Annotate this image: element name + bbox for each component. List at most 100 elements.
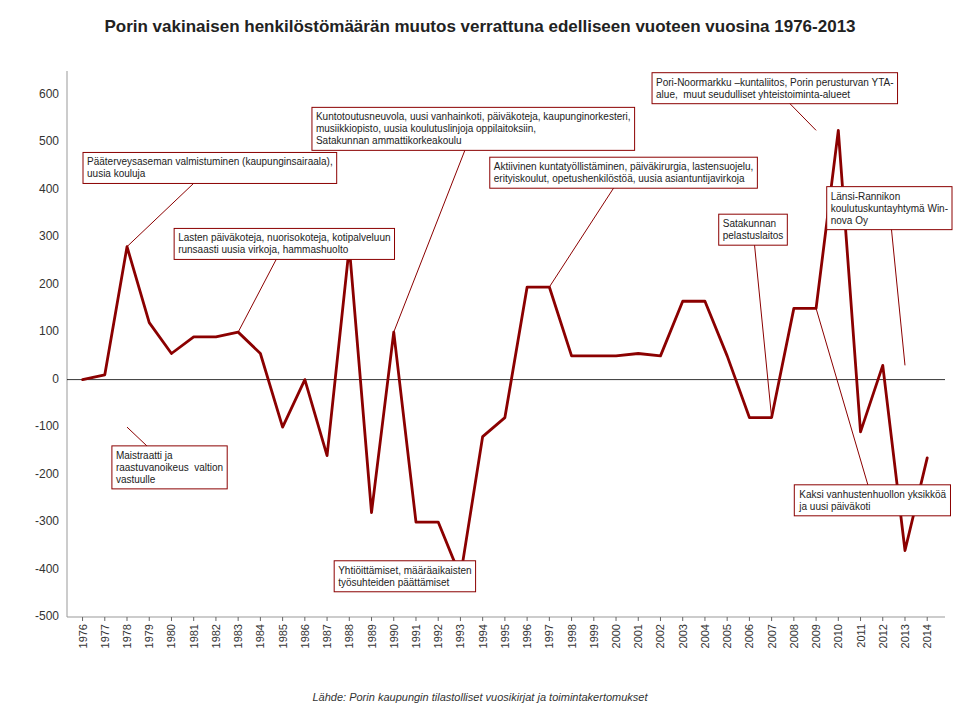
x-tick-label: 2009 bbox=[810, 624, 822, 648]
x-tick-label: 2006 bbox=[743, 624, 755, 648]
x-tick bbox=[593, 617, 594, 621]
annotation: Lasten päiväkoteja, nuorisokoteja, kotip… bbox=[174, 228, 394, 259]
x-tick bbox=[415, 617, 416, 621]
x-tick-label: 1976 bbox=[77, 624, 89, 648]
annotation-line: Satakunnan ammattikorkeakoulu bbox=[316, 135, 462, 146]
x-tick-label: 2013 bbox=[899, 624, 911, 648]
x-tick-label: 2002 bbox=[654, 624, 666, 648]
annotation-text: Kuntotoutusneuvola, uusi vanhainkoti, pä… bbox=[316, 111, 631, 146]
x-tick bbox=[104, 617, 105, 621]
x-tick-label: 2007 bbox=[766, 624, 778, 648]
annotation-text: Pääterveysaseman valmistuminen (kaupungi… bbox=[87, 156, 333, 179]
annotation: Kuntotoutusneuvola, uusi vanhainkoti, pä… bbox=[312, 107, 635, 150]
annotation-box bbox=[334, 561, 475, 592]
annotation-arrow bbox=[394, 129, 474, 332]
x-tick-label: 2014 bbox=[921, 624, 933, 648]
x-tick bbox=[215, 617, 216, 621]
annotation-arrow bbox=[549, 173, 623, 287]
y-tick-label: 100 bbox=[39, 324, 59, 338]
annotation-line: vastuulle bbox=[116, 474, 156, 485]
x-tick-label: 1990 bbox=[388, 624, 400, 648]
annotation-arrow bbox=[889, 208, 905, 365]
zero-line bbox=[67, 379, 945, 380]
annotation-line: Lasten päiväkoteja, nuorisokoteja, kotip… bbox=[178, 232, 390, 243]
x-tick-label: 1993 bbox=[454, 624, 466, 648]
x-tick bbox=[460, 617, 461, 621]
x-tick-label: 1982 bbox=[210, 624, 222, 648]
x-tick bbox=[793, 617, 794, 621]
x-tick bbox=[327, 617, 328, 621]
x-tick-label: 1999 bbox=[588, 624, 600, 648]
x-tick-label: 1991 bbox=[410, 624, 422, 648]
x-tick-label: 1985 bbox=[277, 624, 289, 648]
annotation-line: Pääterveysaseman valmistuminen (kaupungi… bbox=[87, 156, 333, 167]
annotations: Pääterveysaseman valmistuminen (kaupungi… bbox=[83, 73, 952, 592]
x-tick-label: 1979 bbox=[143, 624, 155, 648]
annotation-text: Yhtiöittämiset, määräaikaistentyösuhteid… bbox=[338, 565, 471, 588]
x-tick bbox=[238, 617, 239, 621]
x-tick-label: 1992 bbox=[432, 624, 444, 648]
y-tick-label: -100 bbox=[35, 419, 59, 433]
x-tick bbox=[616, 617, 617, 621]
x-tick bbox=[260, 617, 261, 621]
x-tick bbox=[282, 617, 283, 621]
x-tick-label: 1996 bbox=[521, 624, 533, 648]
x-tick bbox=[82, 617, 83, 621]
source: Lähde: Porin kaupungin tilastolliset vuo… bbox=[312, 691, 648, 703]
x-tick bbox=[127, 617, 128, 621]
x-tick-label: 2011 bbox=[855, 624, 867, 648]
annotation-box bbox=[827, 187, 952, 230]
annotation-text: Maistraatti jaraastuvanoikeus valtionvas… bbox=[116, 450, 223, 485]
annotation-line: Länsi-Rannikon bbox=[831, 191, 901, 202]
annotation-box bbox=[719, 214, 788, 245]
x-tick-label: 1977 bbox=[99, 624, 111, 648]
x-tick bbox=[527, 617, 528, 621]
y-tick-label: 300 bbox=[39, 229, 59, 243]
x-tick bbox=[727, 617, 728, 621]
x-tick bbox=[682, 617, 683, 621]
x-tick bbox=[304, 617, 305, 621]
x-tick bbox=[349, 617, 350, 621]
annotation-line: ja uusi päiväkoti bbox=[798, 501, 870, 512]
x-tick bbox=[149, 617, 150, 621]
x-tick-label: 1984 bbox=[254, 624, 266, 648]
annotation-line: alue, muut seudulliset yhteistoiminta-al… bbox=[656, 89, 850, 100]
x-tick bbox=[482, 617, 483, 621]
annotation: Kaksi vanhustenhuollon yksikköäja uusi p… bbox=[794, 485, 950, 516]
x-tick bbox=[549, 617, 550, 621]
x-tick-label: 1998 bbox=[566, 624, 578, 648]
x-tick-label: 1986 bbox=[299, 624, 311, 648]
x-tick bbox=[171, 617, 172, 621]
annotation-line: raastuvanoikeus valtion bbox=[116, 462, 223, 473]
annotation-line: musiikkiopisto, uusia koulutuslinjoja op… bbox=[316, 123, 536, 134]
annotation-line: Satakunnan bbox=[723, 218, 776, 229]
annotation-line: Pori-Noormarkku –kuntaliitos, Porin peru… bbox=[656, 77, 894, 88]
x-tick bbox=[393, 617, 394, 621]
x-tick-label: 1994 bbox=[477, 624, 489, 648]
y-axis-line bbox=[67, 71, 68, 617]
annotation-line: Aktiivinen kuntatyöllistäminen, päiväkir… bbox=[494, 161, 754, 172]
y-tick-label: 500 bbox=[39, 134, 59, 148]
annotation-box bbox=[794, 485, 950, 516]
annotation-box bbox=[174, 228, 394, 259]
x-tick-label: 2008 bbox=[788, 624, 800, 648]
x-tick-label: 1989 bbox=[366, 624, 378, 648]
title: Porin vakinaisen henkilöstömäärän muutos… bbox=[104, 17, 855, 36]
annotation: Aktiivinen kuntatyöllistäminen, päiväkir… bbox=[490, 157, 758, 188]
annotation: Länsi-Rannikonkoulutuskuntayhtymä Win-no… bbox=[827, 187, 952, 230]
x-tick bbox=[504, 617, 505, 621]
x-tick bbox=[816, 617, 817, 621]
annotation-line: Kuntotoutusneuvola, uusi vanhainkoti, pä… bbox=[316, 111, 631, 122]
y-tick-label: 200 bbox=[39, 277, 59, 291]
annotation: Maistraatti jaraastuvanoikeus valtionvas… bbox=[112, 446, 227, 489]
x-tick-label: 1983 bbox=[232, 624, 244, 648]
chart: Porin vakinaisen henkilöstömäärän muutos… bbox=[0, 0, 960, 709]
x-tick bbox=[927, 617, 928, 621]
x-tick-label: 1997 bbox=[543, 624, 555, 648]
annotation-box bbox=[312, 107, 635, 150]
annotation-line: Maistraatti ja bbox=[116, 450, 173, 461]
y-tick-label: -500 bbox=[35, 609, 59, 623]
annotation-text: Aktiivinen kuntatyöllistäminen, päiväkir… bbox=[494, 161, 754, 184]
annotation-box bbox=[490, 157, 758, 188]
x-tick bbox=[571, 617, 572, 621]
